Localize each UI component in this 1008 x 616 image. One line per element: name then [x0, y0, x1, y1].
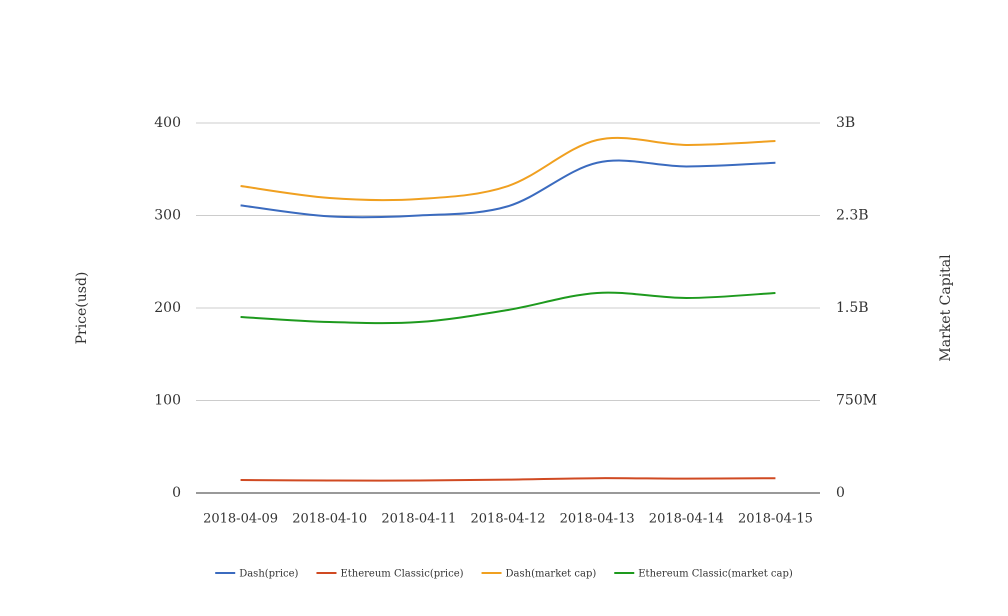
- y2-tick-label: 750M: [836, 393, 877, 409]
- series-line: [240, 136, 776, 202]
- legend-label: Ethereum Classic(price): [340, 569, 463, 580]
- series-line: [240, 291, 776, 325]
- y-tick-label: 200: [154, 300, 181, 316]
- x-tick-label: 2018-04-11: [381, 512, 456, 527]
- y-tick-label: 300: [154, 208, 181, 224]
- series-line: [240, 477, 776, 482]
- x-tick-label: 2018-04-10: [292, 512, 367, 527]
- y2-tick-label: 3B: [836, 115, 855, 131]
- x-tick-label: 2018-04-15: [738, 512, 813, 527]
- y2-axis-title: Market Capital: [938, 254, 954, 362]
- y-axis-title: Price(usd): [74, 272, 90, 345]
- y2-tick-label: 0: [836, 485, 845, 501]
- series-line: [240, 159, 776, 219]
- x-tick-label: 2018-04-13: [560, 512, 635, 527]
- x-tick-label: 2018-04-14: [649, 512, 724, 527]
- legend-label: Dash(price): [239, 569, 298, 580]
- legend-label: Ethereum Classic(market cap): [638, 569, 793, 580]
- y-tick-label: 400: [154, 115, 181, 131]
- x-tick-label: 2018-04-09: [203, 512, 278, 527]
- legend-label: Dash(market cap): [506, 569, 597, 580]
- x-tick-label: 2018-04-12: [471, 512, 546, 527]
- y2-tick-label: 2.3B: [836, 208, 869, 224]
- y-tick-label: 0: [172, 485, 181, 501]
- y2-tick-label: 1.5B: [836, 300, 869, 316]
- y-tick-label: 100: [154, 393, 181, 409]
